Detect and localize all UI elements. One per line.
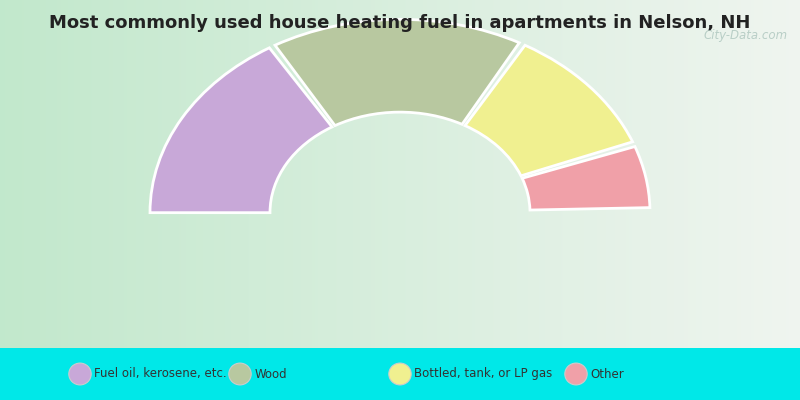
- Ellipse shape: [565, 363, 587, 385]
- Text: Most commonly used house heating fuel in apartments in Nelson, NH: Most commonly used house heating fuel in…: [50, 14, 750, 32]
- Wedge shape: [275, 19, 519, 126]
- Ellipse shape: [229, 363, 251, 385]
- Ellipse shape: [389, 363, 411, 385]
- Wedge shape: [150, 48, 332, 213]
- Ellipse shape: [69, 363, 91, 385]
- Text: Wood: Wood: [254, 368, 287, 380]
- Text: Other: Other: [590, 368, 624, 380]
- Text: Bottled, tank, or LP gas: Bottled, tank, or LP gas: [414, 368, 553, 380]
- Wedge shape: [465, 45, 633, 176]
- Wedge shape: [522, 146, 650, 210]
- Text: Fuel oil, kerosene, etc.: Fuel oil, kerosene, etc.: [94, 368, 227, 380]
- Text: City-Data.com: City-Data.com: [703, 29, 787, 42]
